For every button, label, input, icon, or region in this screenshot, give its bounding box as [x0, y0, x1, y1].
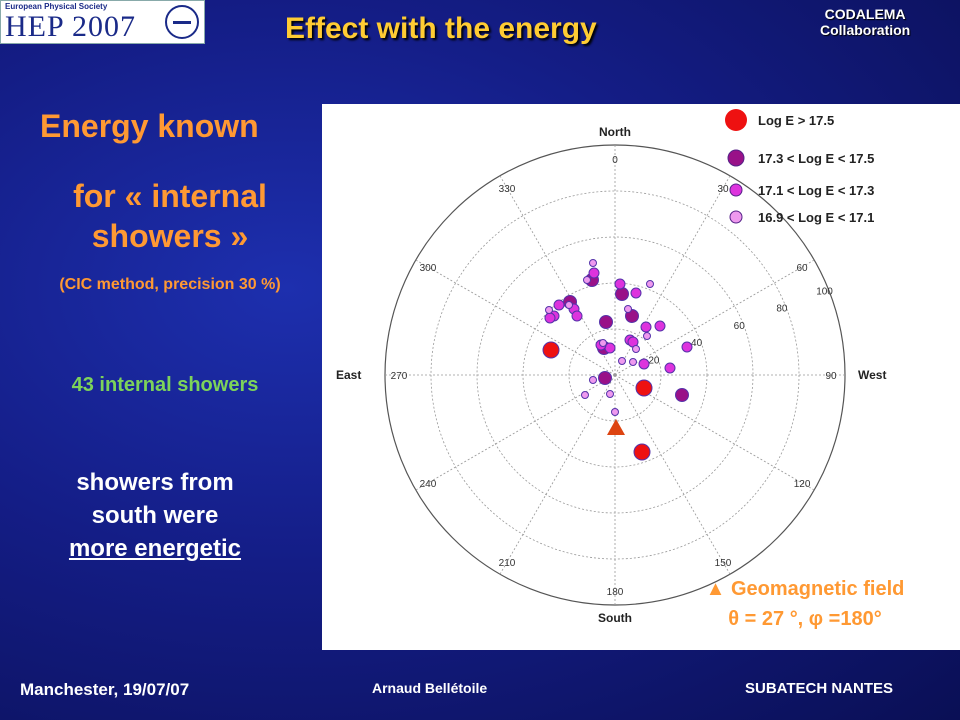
collaboration-word: Collaboration	[820, 22, 911, 38]
south-conclusion: showers from south were more energetic	[20, 466, 290, 565]
shower-point	[545, 306, 553, 314]
shower-point	[615, 287, 629, 301]
azimuth-tick-label: 270	[391, 371, 408, 382]
zenith-tick-label: 60	[734, 321, 746, 332]
azimuth-tick-label: 180	[607, 587, 624, 598]
shower-point	[571, 310, 583, 322]
footer-author: Arnaud Bellétoile	[372, 680, 488, 696]
azimuth-tick-label: 240	[420, 479, 437, 490]
geomagnetic-field-marker	[607, 419, 625, 435]
legend-marker	[729, 210, 743, 224]
shower-point	[544, 312, 556, 324]
shower-point	[542, 341, 560, 359]
shower-point	[629, 358, 637, 366]
azimuth-spoke	[614, 374, 731, 575]
method-note: (CIC method, precision 30 %)	[59, 276, 281, 293]
azimuth-tick-label: 0	[612, 155, 618, 166]
south-label: South	[598, 611, 632, 625]
collaboration-name: CODALEMA	[824, 6, 906, 22]
energy-known-heading: Energy known	[40, 108, 259, 144]
shower-point	[618, 357, 626, 365]
shower-point	[614, 278, 626, 290]
shower-point	[664, 362, 676, 374]
energy-legend: Log E > 17.5 17.3 < Log E < 17.5 17.1 < Lo…	[725, 109, 874, 225]
legend-marker	[727, 149, 745, 167]
south-line-3: more energetic	[68, 535, 242, 562]
legend-label: 17.3 < Log E < 17.5	[758, 151, 874, 166]
south-line-1: showers from	[76, 469, 234, 496]
shower-point	[583, 276, 591, 284]
azimuth-tick-label: 300	[420, 263, 437, 274]
polar-grid: 0 30 60 90 120 150 180 210 240 270 300 330 20 40 60 80 1…	[384, 144, 846, 606]
south-line-2: south were	[91, 502, 219, 529]
shower-point	[599, 339, 607, 347]
shower-point	[654, 320, 666, 332]
shower-point	[638, 358, 650, 370]
shower-point	[598, 371, 612, 385]
azimuth-tick-label: 120	[794, 479, 811, 490]
shower-markers	[542, 259, 693, 461]
legend-marker	[729, 183, 743, 197]
shower-point	[632, 345, 640, 353]
shower-point	[589, 376, 597, 384]
legend-label: Log E > 17.5	[758, 113, 834, 128]
shower-point	[624, 305, 632, 313]
internal-showers-heading: for « internal showers »	[20, 176, 320, 256]
shower-point	[630, 287, 642, 299]
shower-point	[565, 301, 573, 309]
collaboration-label: CODALEMA Collaboration	[820, 6, 910, 38]
shower-point	[681, 341, 693, 353]
polar-plot-background	[322, 104, 960, 650]
azimuth-tick-label: 330	[499, 184, 516, 195]
azimuth-tick-label: 30	[717, 184, 729, 195]
zenith-tick-label: 100	[816, 286, 833, 297]
azimuth-tick-label: 90	[825, 371, 837, 382]
logo-society-text: European Physical Society	[5, 2, 108, 11]
azimuth-spoke	[614, 259, 815, 376]
geomagnetic-field-note: ▲ Geomagnetic field θ = 27 °, φ =180°	[660, 574, 950, 634]
geo-line-1: ▲ Geomagnetic field	[705, 578, 905, 600]
azimuth-spoke	[499, 374, 616, 575]
shower-point	[675, 388, 689, 402]
hep2007-logo: European Physical Society HEP 2007	[0, 0, 205, 44]
azimuth-tick-label: 60	[796, 263, 808, 274]
zenith-tick-label: 80	[776, 304, 788, 315]
zenith-tick-label: 20	[648, 355, 660, 366]
shower-point	[553, 299, 565, 311]
shower-point	[588, 267, 600, 279]
azimuth-tick-label: 150	[715, 558, 732, 569]
zenith-tick-label: 40	[691, 338, 703, 349]
shower-point	[646, 280, 654, 288]
internal-line-1: for « internal	[73, 178, 267, 214]
slide-title: Effect with the energy	[285, 12, 597, 45]
shower-point	[611, 408, 619, 416]
shower-point	[581, 391, 589, 399]
azimuth-tick-label: 210	[499, 558, 516, 569]
legend-label: 16.9 < Log E < 17.1	[758, 210, 874, 225]
north-label: North	[599, 125, 631, 139]
shower-point	[599, 315, 613, 329]
logo-conference-text: HEP 2007	[5, 10, 137, 43]
polar-sky-plot: 0 30 60 90 120 150 180 210 240 270 300 330 20 40 60 80 1…	[336, 109, 886, 625]
shower-point	[635, 379, 653, 397]
east-label: East	[336, 368, 361, 382]
shower-point	[640, 321, 652, 333]
footer-institution: SUBATECH NANTES	[745, 680, 894, 697]
west-label: West	[858, 368, 886, 382]
shower-point	[606, 390, 614, 398]
internal-line-2: showers »	[91, 218, 249, 254]
footer-location-date: Manchester, 19/07/07	[20, 680, 190, 699]
geo-line-2: θ = 27 °, φ =180°	[728, 608, 882, 630]
shower-count: 43 internal showers	[71, 374, 259, 396]
shower-point	[589, 259, 597, 267]
legend-marker	[725, 109, 747, 131]
shower-point	[643, 332, 651, 340]
eps-emblem-icon	[165, 5, 199, 39]
shower-point	[633, 443, 651, 461]
legend-label: 17.1 < Log E < 17.3	[758, 183, 874, 198]
